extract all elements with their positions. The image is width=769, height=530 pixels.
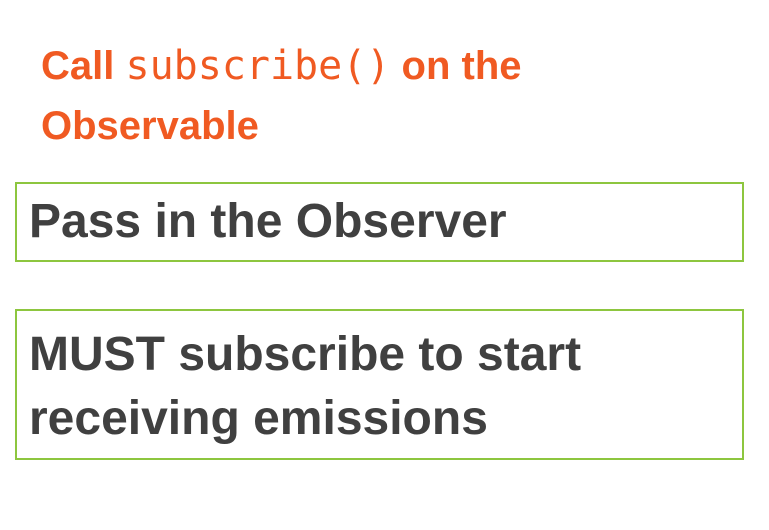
- callout-text-pass-observer: Pass in the Observer: [29, 195, 507, 248]
- heading-text-call: Call: [41, 44, 115, 88]
- callout-text-must-subscribe-line2: receiving emissions: [29, 392, 488, 445]
- callout-text-must-subscribe-line1: MUST subscribe to start: [29, 328, 582, 381]
- slide-heading: Call subscribe() on the Observable: [41, 36, 741, 156]
- heading-text-observable: Observable: [41, 104, 259, 148]
- heading-code-subscribe: subscribe(): [125, 43, 391, 89]
- heading-text-on-the: on the: [401, 44, 522, 88]
- callout-box-must-subscribe: MUST subscribe to start receiving emissi…: [15, 309, 744, 460]
- callout-box-pass-observer: Pass in the Observer: [15, 182, 744, 262]
